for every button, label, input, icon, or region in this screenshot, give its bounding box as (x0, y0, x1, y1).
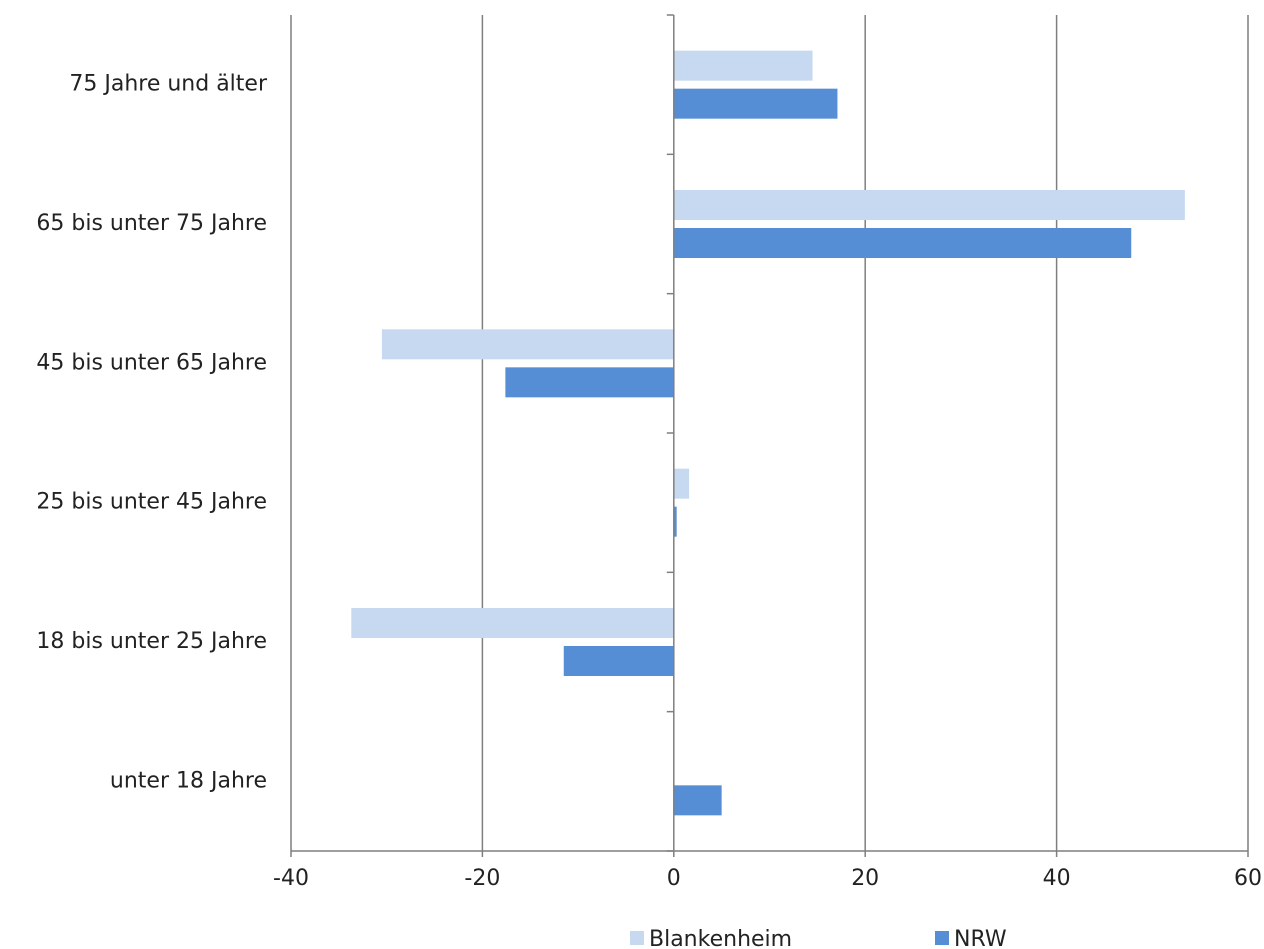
legend-label: NRW (954, 927, 1007, 949)
bar-blankenheim-4 (351, 608, 674, 638)
axes (290, 14, 1249, 857)
x-tick-label: 0 (667, 866, 681, 891)
x-tick-labels: -40 -20 0 20 40 60 (273, 866, 1262, 891)
x-tick-label: 40 (1043, 866, 1071, 891)
x-tick-label: -20 (464, 866, 500, 891)
category-labels: 75 Jahre und älter 65 bis unter 75 Jahre 4… (36, 72, 268, 794)
x-tick-label: -40 (273, 866, 309, 891)
bar-blankenheim-0 (673, 50, 813, 81)
bar-blankenheim-2 (381, 329, 674, 360)
legend-swatch-blankenheim (630, 931, 644, 945)
bar-nrw-2 (505, 367, 674, 398)
category-label: 45 bis unter 65 Jahre (36, 350, 267, 375)
bar-nrw-5 (673, 785, 722, 816)
category-label: 25 bis unter 45 Jahre (36, 490, 267, 515)
bar-nrw-3 (673, 506, 677, 537)
category-label: 65 bis unter 75 Jahre (36, 211, 267, 236)
x-tick-label: 20 (851, 866, 879, 891)
legend-label: Blankenheim (649, 927, 792, 949)
category-label: unter 18 Jahre (110, 768, 267, 793)
x-tick-label: 60 (1234, 866, 1262, 891)
bars (351, 50, 1185, 816)
bar-nrw-4 (563, 646, 674, 676)
legend: Blankenheim NRW (630, 927, 1007, 949)
bar-nrw-1 (673, 228, 1132, 258)
bar-blankenheim-1 (673, 190, 1185, 220)
bar-blankenheim-3 (673, 468, 690, 499)
bar-nrw-0 (673, 88, 838, 119)
category-label: 18 bis unter 25 Jahre (36, 629, 267, 654)
legend-swatch-nrw (935, 931, 949, 945)
category-label: 75 Jahre und älter (69, 72, 268, 97)
gridlines (290, 15, 1249, 851)
